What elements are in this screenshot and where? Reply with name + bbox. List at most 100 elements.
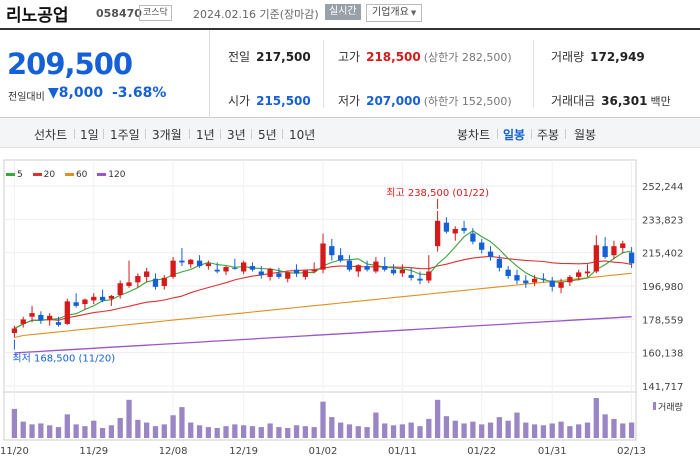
volume-bar xyxy=(452,420,458,438)
x-tick-label: 11/29 xyxy=(79,446,108,457)
candle-body xyxy=(82,299,88,305)
volume-bar xyxy=(117,418,123,438)
volume-bar xyxy=(258,427,264,438)
candle-body xyxy=(549,280,555,287)
tab-weekly[interactable]: 주봉 xyxy=(537,128,560,142)
volume-bar xyxy=(108,425,115,438)
volume-bar xyxy=(382,423,388,438)
x-tick-label: 01/02 xyxy=(309,446,338,457)
legend-ma5: 5 xyxy=(6,170,23,180)
volume-bar xyxy=(73,424,79,438)
trade-value-stat: 거래대금 36,301 백만 xyxy=(551,94,671,108)
candlestick-chart[interactable]: 252,244 233,823 215,402 196,980 178,559 160,1… xyxy=(0,148,700,460)
y-tick-label: 160,138 xyxy=(642,349,683,360)
tab-5y[interactable]: 5년 xyxy=(258,128,277,142)
candle-body xyxy=(47,315,53,321)
tab-1y[interactable]: 1년 xyxy=(196,128,215,142)
volume-bar xyxy=(461,423,467,438)
tab-1d[interactable]: 1일 xyxy=(80,128,99,142)
volume-bar xyxy=(329,417,335,438)
divider xyxy=(323,40,324,108)
candle-body xyxy=(611,246,617,256)
volume-legend-label: 거래량 xyxy=(658,401,683,413)
tab-1w[interactable]: 1주일 xyxy=(110,128,140,142)
chart-tabs: 선차트 1일 1주일 3개월 1년 3년 5년 10년 봉차트 일봉 주봉 월봉 xyxy=(0,118,700,148)
volume-bar xyxy=(426,418,432,438)
candle-body xyxy=(20,319,26,324)
tab-3y[interactable]: 3년 xyxy=(227,128,246,142)
x-tick-label: 01/11 xyxy=(388,446,417,457)
candle-body xyxy=(267,268,273,277)
legend-ma20: 20 xyxy=(32,170,55,180)
company-info-dropdown[interactable]: 기업개요 ▼ xyxy=(366,4,423,22)
candle-body xyxy=(373,261,379,272)
volume-legend-swatch xyxy=(653,402,656,410)
price-chart: 5 20 60 120 252,244 233,823 215,402 196,980… xyxy=(0,148,700,460)
realtime-button[interactable]: 실시간 xyxy=(325,4,361,20)
candle-body xyxy=(205,263,212,267)
y-tick-label: 215,402 xyxy=(642,249,683,260)
volume-bar xyxy=(232,424,238,438)
candle-body xyxy=(29,313,35,317)
tab-monthly[interactable]: 월봉 xyxy=(574,128,597,142)
volume-bar xyxy=(487,422,494,438)
volume-bar xyxy=(20,421,26,438)
stock-header: 리노공업 058470 코스닥 2024.02.16 기준(장마감) 실시간 기… xyxy=(0,0,700,26)
candle-body xyxy=(64,301,70,324)
x-tick-label: 01/31 xyxy=(538,446,567,457)
tab-10y[interactable]: 10년 xyxy=(289,128,316,142)
candle-body xyxy=(302,270,309,277)
change-label: 전일대비 xyxy=(8,92,45,103)
candle-body xyxy=(461,228,467,231)
volume-bar xyxy=(320,401,326,438)
base-date: 2024.02.16 기준(장마감) xyxy=(193,8,319,21)
candle-body xyxy=(426,271,432,281)
volume-bar xyxy=(161,424,167,438)
candle-body xyxy=(311,269,317,272)
candle-body xyxy=(135,276,141,283)
y-tick-label: 178,559 xyxy=(642,315,683,326)
volume-bar xyxy=(417,426,423,438)
candle-body xyxy=(479,242,485,250)
volume-bar xyxy=(611,418,617,438)
y-tick-label: 141,717 xyxy=(642,382,683,393)
price-block: 209,500 전일대비 ▼8,000 -3.68% xyxy=(0,30,210,118)
legend-ma60: 60 xyxy=(64,170,87,180)
candle-body xyxy=(126,282,132,286)
volume-bar xyxy=(628,422,635,438)
candle-body xyxy=(593,245,599,272)
ma-legend: 5 20 60 120 xyxy=(6,170,132,180)
candle-body xyxy=(514,275,520,281)
change-percent: -3.68% xyxy=(112,85,167,101)
candle-body xyxy=(390,269,397,274)
candle-body xyxy=(408,275,414,278)
volume-bar xyxy=(576,424,582,438)
candle-body xyxy=(108,295,115,299)
volume-bar xyxy=(470,421,476,438)
volume-bar xyxy=(558,421,564,438)
candle-body xyxy=(584,271,591,274)
candle-body xyxy=(602,246,608,258)
candle-body xyxy=(452,228,458,234)
candle-body xyxy=(505,269,511,277)
open-stat: 시가 215,500 xyxy=(228,94,311,108)
stock-name: 리노공업 xyxy=(6,6,69,26)
volume-bar xyxy=(276,427,282,438)
candle-body xyxy=(276,273,282,277)
candle-body xyxy=(567,276,573,283)
x-tick-label: 02/13 xyxy=(617,446,646,457)
candle-body xyxy=(346,260,353,270)
tab-3m[interactable]: 3개월 xyxy=(152,128,182,142)
candle-body xyxy=(232,267,238,269)
candle-body xyxy=(470,233,476,242)
candle-chart-label: 봉차트 xyxy=(457,128,491,142)
volume-bar xyxy=(567,426,573,438)
quote-summary: 209,500 전일대비 ▼8,000 -3.68% 전일 217,500 시가 2… xyxy=(0,28,700,118)
candle-body xyxy=(576,272,582,277)
volume-bar xyxy=(505,420,511,438)
change-value: ▼8,000 xyxy=(48,85,104,101)
volume-bar xyxy=(302,426,309,438)
tab-daily[interactable]: 일봉 xyxy=(503,128,526,142)
divider xyxy=(565,129,566,139)
candle-body xyxy=(558,282,564,288)
